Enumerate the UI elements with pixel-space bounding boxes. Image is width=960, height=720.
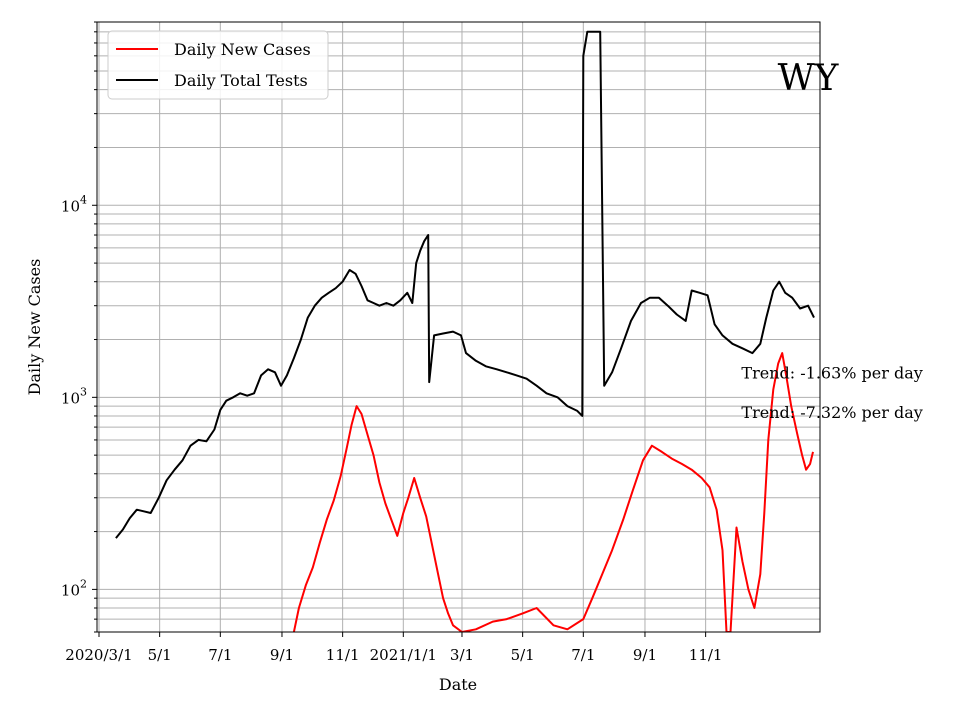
x-tick-label: 2021/1/1 [370, 646, 437, 664]
axis-tick-labels: 2020/3/1 5/1 7/1 9/1 11/1 2021/1/1 3/1 5/1 7/1 9/… [61, 193, 723, 664]
plot-series [115, 30, 815, 632]
x-tick-label: 11/1 [689, 646, 723, 664]
legend-label-daily-total-tests: Daily Total Tests [174, 71, 308, 90]
x-tick-label: 9/1 [270, 646, 294, 664]
x-tick-label: 11/1 [326, 646, 360, 664]
trend-annotation-1: Trend: -1.63% per day [741, 364, 922, 383]
legend: Daily New Cases Daily Total Tests [107, 30, 329, 100]
x-axis-label: Date [439, 675, 477, 694]
y-axis-label: Daily New Cases [25, 259, 44, 396]
x-tick-label: 9/1 [633, 646, 657, 664]
x-tick-label: 3/1 [450, 646, 474, 664]
y-tick-label: 103 [61, 385, 87, 407]
x-tick-label: 5/1 [148, 646, 172, 664]
series-line-daily-total-tests [115, 30, 815, 539]
x-tick-label: 7/1 [571, 646, 595, 664]
axis-ticks [92, 21, 707, 637]
x-tick-label: 2020/3/1 [65, 646, 132, 664]
y-tick-label: 104 [61, 193, 87, 215]
state-label: WY [778, 58, 840, 99]
plot-frame [96, 21, 821, 633]
series-line-daily-new-cases [292, 352, 814, 632]
x-tick-label: 7/1 [208, 646, 232, 664]
legend-label-daily-new-cases: Daily New Cases [174, 40, 311, 59]
trend-annotations: Trend: -1.63% per day Trend: -7.32% per d… [741, 364, 922, 422]
y-tick-label: 102 [61, 577, 87, 599]
legend-box [107, 30, 329, 100]
trend-annotation-2: Trend: -7.32% per day [741, 403, 922, 422]
x-tick-label: 5/1 [511, 646, 535, 664]
